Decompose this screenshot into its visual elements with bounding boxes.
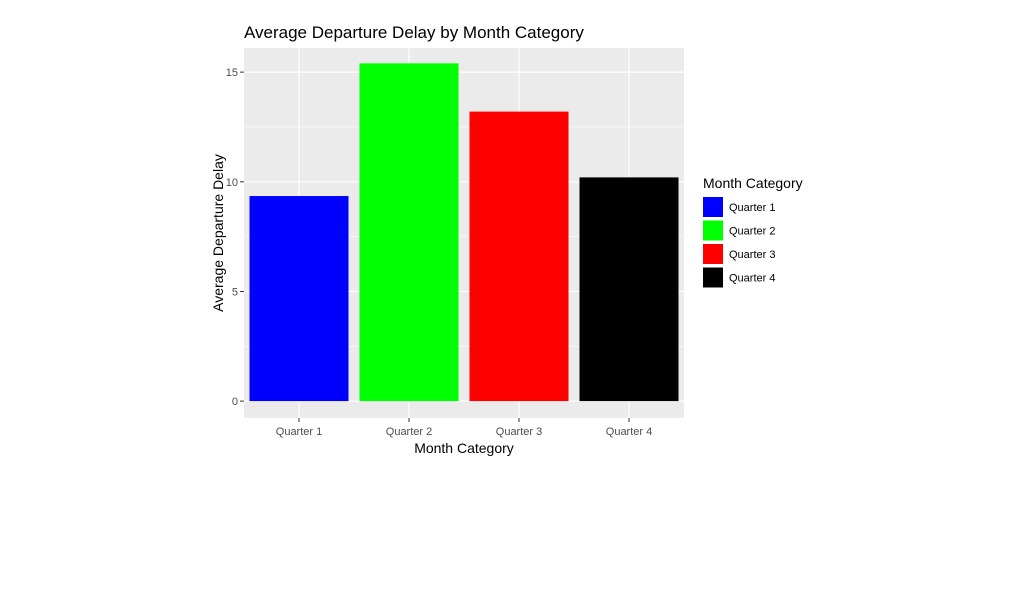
x-tick-label: Quarter 3 <box>496 426 542 438</box>
legend-key <box>703 267 723 288</box>
legend-label: Quarter 3 <box>729 249 775 261</box>
legend-label: Quarter 1 <box>729 202 775 214</box>
legend-items: Quarter 1 Quarter 2 Quarter 3 Quarter 4 <box>703 197 775 288</box>
legend-label: Quarter 2 <box>729 226 775 238</box>
x-tick-label: Quarter 2 <box>386 426 432 438</box>
bars <box>249 63 679 402</box>
bar-quarter-1 <box>249 196 349 402</box>
legend-label: Quarter 4 <box>729 273 775 285</box>
y-tick-label: 5 <box>232 286 238 298</box>
legend-key <box>703 220 723 241</box>
x-tick-label: Quarter 4 <box>606 426 652 438</box>
y-tick-label: 15 <box>226 67 238 79</box>
legend-key <box>703 197 723 217</box>
x-axis-title: Month Category <box>414 440 514 456</box>
legend-title: Month Category <box>703 175 803 191</box>
y-axis: 0 5 10 15 <box>226 67 244 408</box>
y-tick-label: 0 <box>232 396 238 408</box>
bar-quarter-3 <box>469 111 569 402</box>
x-axis: Quarter 1 Quarter 2 Quarter 3 Quarter 4 <box>276 418 652 438</box>
bar-quarter-2 <box>359 63 459 402</box>
y-axis-title: Average Departure Delay <box>210 154 226 312</box>
chart-title: Average Departure Delay by Month Categor… <box>244 23 584 42</box>
x-tick-label: Quarter 1 <box>276 426 322 438</box>
bar-quarter-4 <box>579 177 679 402</box>
legend-key <box>703 244 723 264</box>
y-tick-label: 10 <box>226 177 238 189</box>
